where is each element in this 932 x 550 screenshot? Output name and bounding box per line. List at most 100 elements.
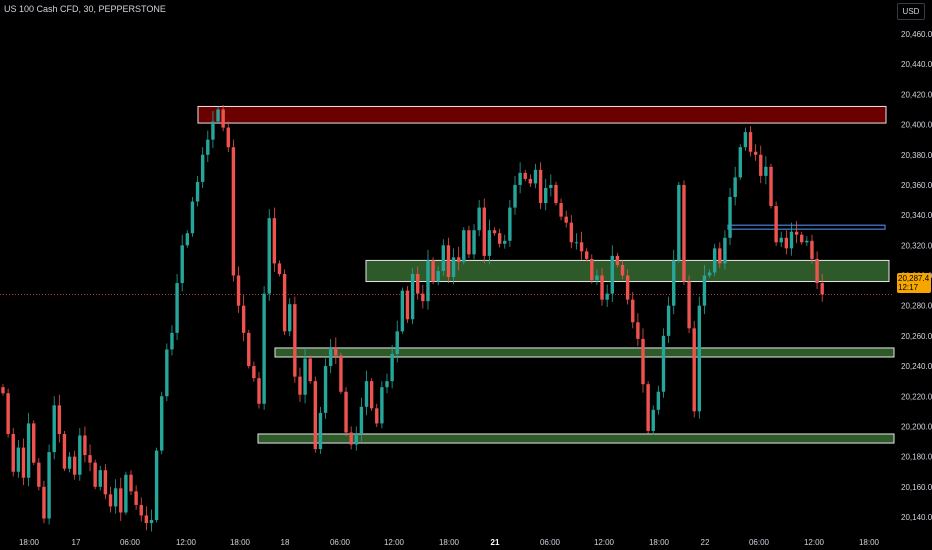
candle-body [738, 147, 742, 178]
y-tick-label: 20,440.0 [901, 60, 932, 69]
candle-body [11, 433, 15, 472]
candle-body [160, 396, 164, 451]
candle-body [380, 387, 384, 424]
candle-body [200, 154, 205, 182]
candle-body [395, 331, 399, 354]
candle-body [815, 258, 819, 284]
candle-body [600, 275, 604, 300]
candle-body [308, 358, 312, 382]
candle-body [103, 470, 108, 495]
countdown-timer: 12:17 [898, 283, 919, 292]
candle-body [134, 491, 138, 505]
candle-body [487, 230, 492, 256]
candle-body [569, 222, 574, 243]
candle-body [339, 355, 343, 392]
support-zone [274, 347, 895, 358]
candle-body [241, 305, 246, 333]
candle-body [518, 172, 522, 185]
candle-body [16, 447, 21, 472]
x-tick-label: 06:00 [540, 538, 561, 547]
candle-body [318, 412, 323, 450]
zones [197, 105, 895, 444]
candle-body [641, 338, 645, 385]
candle-body [595, 275, 599, 281]
candle-body [753, 151, 758, 155]
candle-body [794, 231, 799, 235]
y-tick-label: 20,460.0 [901, 30, 932, 39]
x-tick-label: 17 [72, 538, 81, 547]
candle-body [298, 376, 302, 395]
candle-body [359, 406, 364, 434]
candle-body [113, 488, 118, 507]
candle-body [1, 387, 5, 394]
y-tick-label: 20,160.0 [901, 483, 932, 492]
candle-body [718, 248, 722, 264]
y-tick-label: 20,320.0 [901, 241, 932, 250]
y-axis: 20,460.0 20,440.0 20,420.0 20,400.0 20,380.0… [901, 30, 932, 522]
candle-body [590, 258, 594, 281]
candle-body [165, 349, 169, 397]
candle-body [293, 304, 297, 377]
candle-body [195, 181, 200, 202]
candle-body [149, 520, 154, 524]
candle-body [226, 127, 230, 148]
x-tick-label: 12:00 [804, 538, 825, 547]
x-tick-label: 18:00 [230, 538, 251, 547]
candle-body [656, 391, 661, 410]
candle-body [805, 240, 809, 243]
x-tick-label: 21 [491, 538, 500, 547]
candle-body [712, 248, 717, 273]
candle-body [247, 332, 251, 367]
candle-body [497, 233, 502, 244]
candle-body [124, 474, 128, 513]
candle-body [231, 147, 236, 276]
candle-body [47, 452, 51, 519]
candle-body [364, 381, 369, 407]
candle-body [456, 257, 461, 262]
candle-body [21, 447, 26, 478]
candle-body [579, 242, 584, 252]
candle-body [236, 275, 241, 306]
candle-body [769, 166, 773, 207]
x-tick-label: 06:00 [330, 538, 351, 547]
candle-body [282, 273, 287, 332]
chart-title: US 100 Cash CFD, 30, PEPPERSTONE [4, 4, 166, 14]
candle-body [185, 233, 190, 246]
candle-body [72, 456, 77, 475]
candle-body [574, 242, 579, 244]
candle-body [513, 184, 517, 208]
candle-body [682, 184, 686, 282]
candle-body [672, 260, 676, 306]
x-tick-label: 12:00 [594, 538, 615, 547]
candle-body [57, 405, 62, 434]
candle-body [810, 240, 814, 259]
candle-body [334, 347, 338, 356]
candle-body [692, 328, 696, 412]
candle-body [800, 234, 804, 243]
candle-body [666, 305, 671, 336]
candle-body [728, 197, 732, 238]
x-tick-label: 06:00 [749, 538, 770, 547]
candle-body [441, 245, 446, 271]
candle-body [477, 207, 481, 231]
candle-body [559, 203, 563, 217]
candle-body [472, 230, 476, 255]
candle-body [544, 187, 548, 204]
candle-body [697, 305, 702, 412]
candle-body [446, 245, 451, 278]
candle-body [774, 206, 778, 243]
candle-body [216, 109, 220, 122]
candle-body [538, 169, 543, 204]
currency-selector[interactable]: USD [897, 3, 925, 20]
candle-body [119, 488, 123, 513]
x-tick-label: 22 [701, 538, 710, 547]
level-line [727, 224, 886, 230]
y-tick-label: 20,180.0 [901, 453, 932, 462]
x-tick-label: 06:00 [120, 538, 141, 547]
candle-body [533, 169, 538, 184]
x-tick-label: 18:00 [649, 538, 670, 547]
candle-body [451, 257, 456, 278]
candle-body [431, 260, 435, 282]
candle-body [405, 290, 410, 320]
